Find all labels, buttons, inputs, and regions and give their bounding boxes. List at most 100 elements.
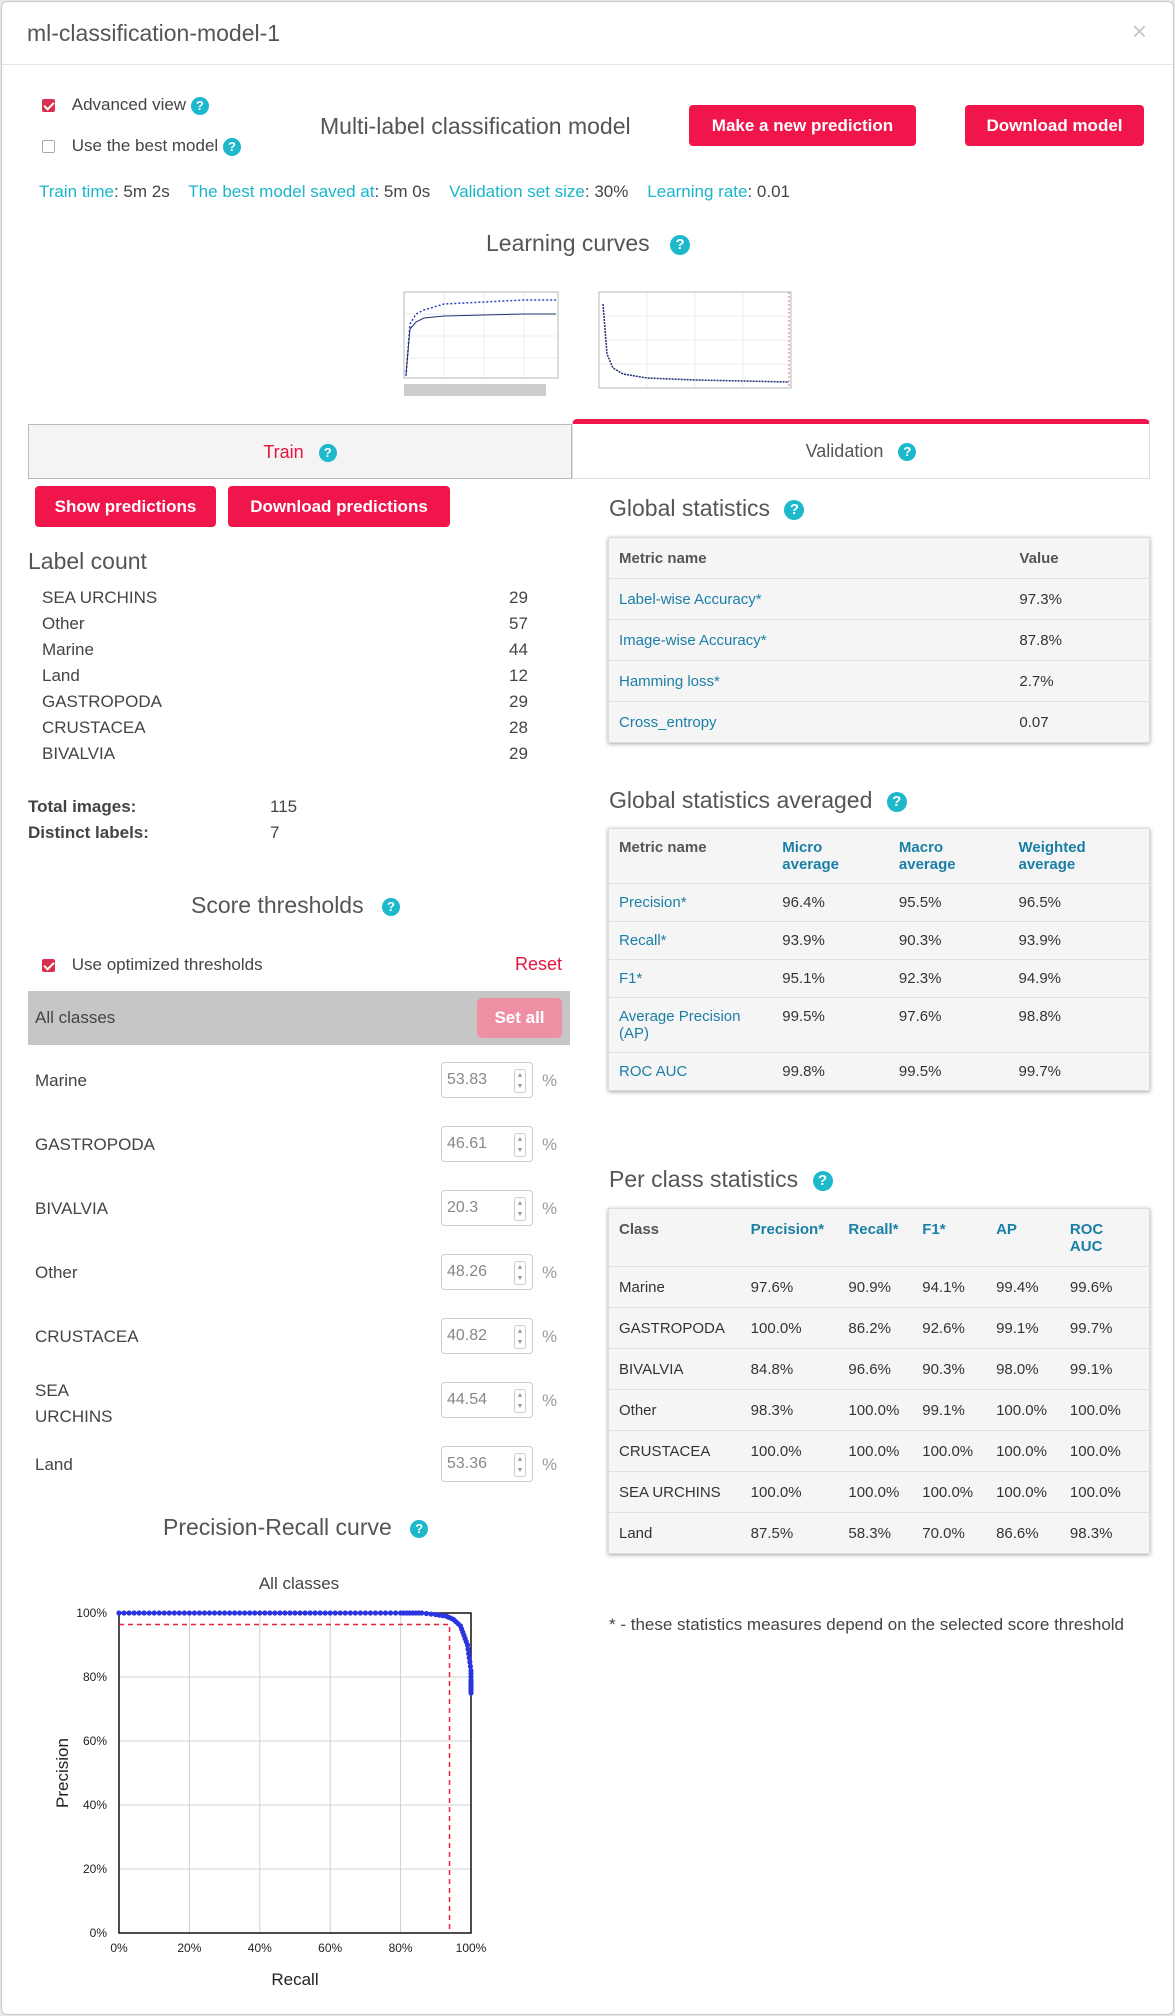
table-cell[interactable]: Precision*: [609, 883, 773, 922]
train-time-value: : 5m 2s: [113, 182, 170, 201]
precision-recall-chart: All classes 0%0% 20% 20% 40% 40% 60% 60% 80% 80% 1…: [53, 1574, 487, 1989]
label-name: CRUSTACEA: [42, 718, 146, 737]
threshold-input[interactable]: 40.82 ▲ ▼: [441, 1318, 533, 1354]
table-cell[interactable]: Average Precision (AP): [609, 997, 773, 1053]
accuracy-curve-thumbnail[interactable]: [384, 284, 564, 400]
threshold-input[interactable]: 44.54 ▲ ▼: [441, 1382, 533, 1418]
help-icon[interactable]: ?: [190, 96, 209, 115]
learning-curves-title: Learning curves ?: [486, 230, 691, 257]
loss-curve-thumbnail[interactable]: [587, 284, 797, 400]
threshold-row: CRUSTACEA 40.82 ▲ ▼%: [29, 1318, 569, 1358]
best-model-checkbox[interactable]: [42, 140, 55, 154]
advanced-view-checkbox[interactable]: [42, 99, 55, 113]
column-header: F1*: [922, 1221, 946, 1238]
help-icon[interactable]: ?: [812, 1170, 833, 1191]
pr-curve-point: [277, 1610, 283, 1616]
threshold-input[interactable]: 53.36 ▲ ▼: [441, 1446, 533, 1482]
pr-curve-point: [282, 1610, 288, 1616]
label-name: Land: [42, 666, 80, 685]
threshold-input[interactable]: 20.3 ▲ ▼: [441, 1190, 533, 1226]
stepper-icon[interactable]: ▲ ▼: [514, 1133, 526, 1157]
use-optimized-checkbox[interactable]: [42, 959, 55, 973]
pr-curve-title-text: Precision-Recall curve: [163, 1514, 392, 1540]
table-cell[interactable]: Cross_entropy: [609, 701, 1010, 742]
tab-train[interactable]: Train ?: [28, 424, 572, 479]
tab-validation[interactable]: Validation ?: [572, 419, 1150, 479]
make-new-prediction-button[interactable]: Make a new prediction: [689, 105, 916, 146]
global-statistics-averaged-title: Global statistics averaged ?: [609, 787, 907, 814]
table-cell: Other: [609, 1389, 741, 1431]
y-axis-label: Precision: [53, 1738, 72, 1808]
help-icon[interactable]: ?: [886, 791, 907, 812]
pr-curve-point: [262, 1610, 268, 1616]
table-cell: 100.0%: [1059, 1430, 1149, 1472]
percent-sign: %: [542, 1455, 558, 1474]
stepper-icon[interactable]: ▲ ▼: [514, 1325, 526, 1349]
label-count-row: Other 57: [42, 614, 530, 634]
download-predictions-button[interactable]: Download predictions: [228, 486, 450, 527]
use-optimized-thresholds-option[interactable]: Use optimized thresholds: [42, 955, 263, 975]
pr-curve-point: [252, 1610, 258, 1616]
table-cell[interactable]: Image-wise Accuracy*: [609, 619, 1010, 661]
help-icon[interactable]: ?: [670, 234, 691, 255]
pr-curve-point: [302, 1610, 308, 1616]
threshold-input[interactable]: 46.61 ▲ ▼: [441, 1126, 533, 1162]
column-header: ROC AUC: [1069, 1221, 1104, 1255]
table-row: CRUSTACEA 100.0% 100.0% 100.0% 100.0% 100.0%: [609, 1430, 1149, 1472]
table-cell[interactable]: Label-wise Accuracy*: [609, 578, 1010, 620]
threshold-input[interactable]: 48.26 ▲ ▼: [441, 1254, 533, 1290]
table-cell: 84.8%: [740, 1348, 839, 1390]
percent-sign: %: [542, 1199, 558, 1218]
label-count-value: 57: [509, 614, 528, 633]
label-count-row: GASTROPODA 29: [42, 692, 530, 712]
table-cell: 2.7%: [1009, 660, 1149, 702]
table-row: F1* 95.1% 92.3% 94.9%: [609, 959, 1149, 998]
help-icon[interactable]: ?: [898, 443, 917, 462]
close-icon[interactable]: ×: [1131, 16, 1147, 46]
best-model-saved-label: The best model saved at: [188, 182, 375, 201]
threshold-input[interactable]: 53.83 ▲ ▼: [441, 1062, 533, 1098]
table-row: ROC AUC 99.8% 99.5% 99.7%: [609, 1052, 1149, 1090]
pr-curve-point: [201, 1610, 208, 1616]
table-cell: 100.0%: [912, 1430, 987, 1472]
set-all-button[interactable]: Set all: [477, 998, 562, 1038]
help-icon[interactable]: ?: [784, 499, 805, 520]
download-model-button[interactable]: Download model: [965, 105, 1144, 146]
pr-curve-point: [347, 1610, 353, 1616]
pr-curve-point: [287, 1610, 293, 1616]
advanced-view-option[interactable]: Advanced view ?: [42, 95, 209, 115]
help-icon[interactable]: ?: [410, 1519, 429, 1538]
table-cell[interactable]: Recall*: [609, 921, 773, 960]
pr-curve-point: [362, 1610, 368, 1616]
distinct-labels-value: 7: [270, 823, 280, 842]
stepper-icon[interactable]: ▲ ▼: [514, 1069, 526, 1093]
help-icon[interactable]: ?: [318, 444, 337, 463]
label-count-value: 44: [509, 640, 528, 659]
pr-curve-point: [317, 1610, 323, 1616]
table-cell: 90.3%: [888, 921, 1009, 960]
table-row: GASTROPODA 100.0% 86.2% 92.6% 99.1% 99.7%: [609, 1307, 1149, 1349]
table-cell[interactable]: Hamming loss*: [609, 660, 1010, 702]
pr-curve-point: [377, 1610, 384, 1616]
pr-curve-point: [272, 1610, 278, 1616]
table-cell[interactable]: F1*: [609, 959, 773, 998]
table-cell: 100.0%: [740, 1430, 839, 1472]
stepper-icon[interactable]: ▲ ▼: [514, 1389, 526, 1413]
table-cell[interactable]: ROC AUC: [609, 1052, 773, 1090]
validation-size-label: Validation set size: [449, 182, 585, 201]
pr-curve-point: [322, 1610, 328, 1616]
stepper-icon[interactable]: ▲ ▼: [514, 1453, 526, 1477]
table-row: Precision* 96.4% 95.5% 96.5%: [609, 883, 1149, 922]
best-model-option[interactable]: Use the best model ?: [42, 136, 241, 156]
help-icon[interactable]: ?: [222, 137, 241, 156]
stepper-icon[interactable]: ▲ ▼: [514, 1261, 526, 1285]
pr-curve-point: [247, 1610, 253, 1616]
chart-subtitle: All classes: [259, 1574, 339, 1593]
column-header: Value: [1019, 550, 1059, 567]
stepper-icon[interactable]: ▲ ▼: [514, 1197, 526, 1221]
reset-link[interactable]: Reset: [515, 954, 563, 974]
help-icon[interactable]: ?: [381, 897, 400, 916]
label-count-row: CRUSTACEA 28: [42, 718, 530, 738]
show-predictions-button[interactable]: Show predictions: [35, 486, 216, 527]
table-row: Recall* 93.9% 90.3% 93.9%: [609, 921, 1149, 960]
